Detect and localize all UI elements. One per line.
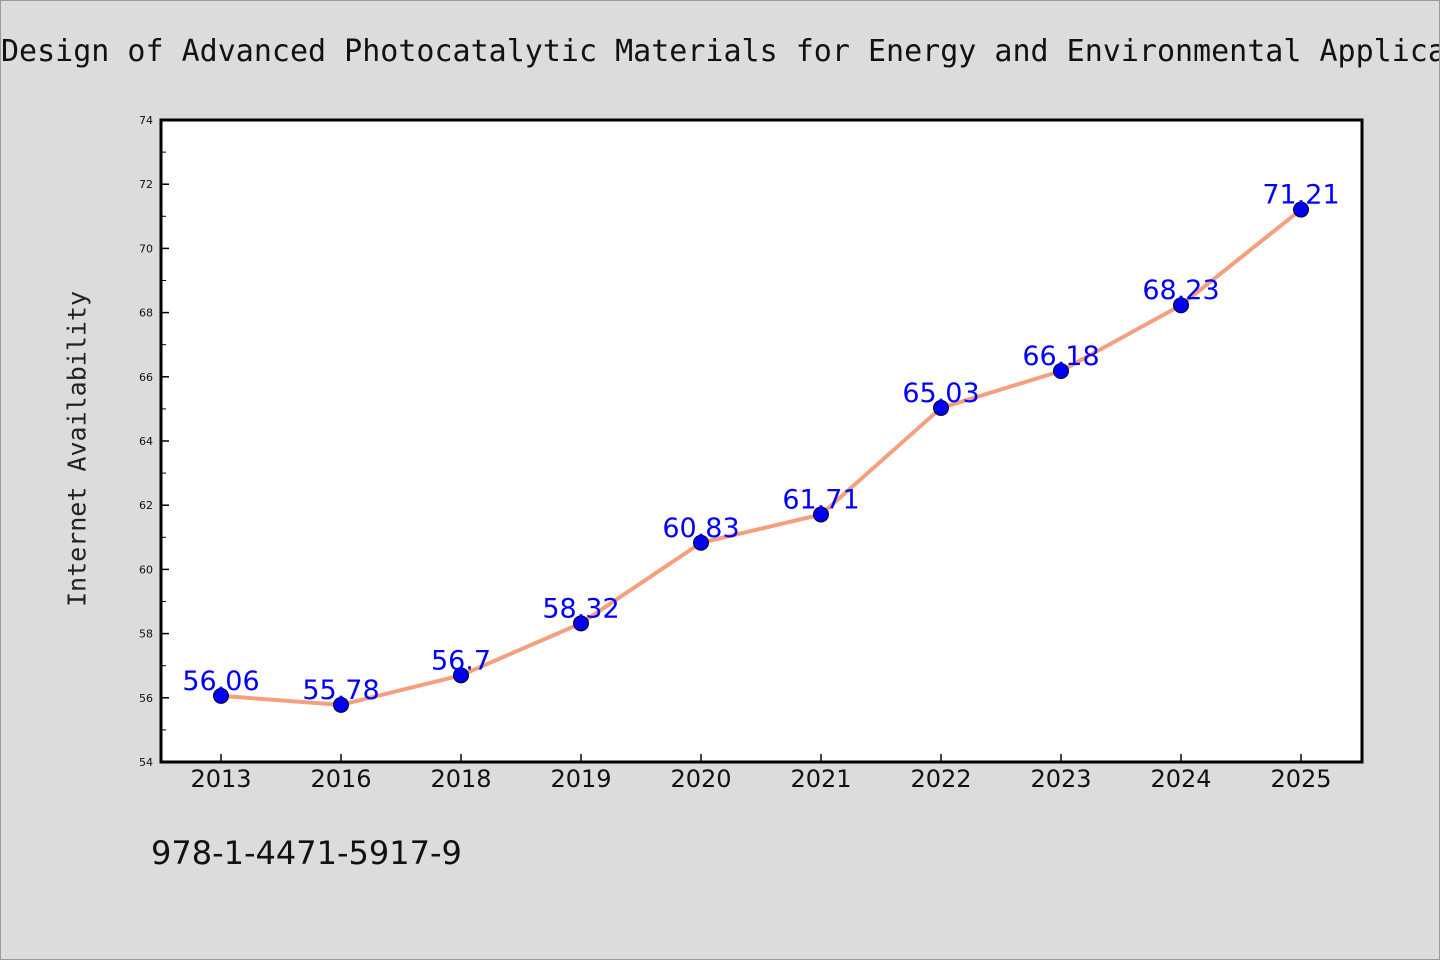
data-label: 60.83 (662, 513, 739, 544)
data-markers (213, 201, 1309, 713)
x-axis: 2013 2016 2018 2019 2020 2021 2022 2023 2024 2025 (190, 754, 1332, 793)
x-tick-label: 2020 (670, 765, 731, 793)
data-point (813, 506, 829, 523)
data-label: 56.06 (182, 666, 259, 697)
y-tick-label: 60 (139, 563, 153, 576)
data-point (213, 687, 229, 704)
x-tick-label: 2018 (430, 765, 491, 793)
data-point (453, 667, 469, 684)
data-label: 68.23 (1142, 275, 1219, 306)
x-tick-label: 2024 (1150, 765, 1211, 793)
x-tick-label: 2016 (310, 765, 371, 793)
x-tick-label: 2023 (1030, 765, 1091, 793)
series-line (219, 207, 1303, 707)
data-labels: 56.06 55.78 56.7 58.32 60.83 61.71 65.03 66.18 6… (182, 180, 1339, 706)
data-label: 71.21 (1262, 180, 1339, 211)
y-tick-label: 74 (139, 114, 153, 127)
data-label: 56.7 (431, 645, 491, 676)
x-tick-label: 2021 (790, 765, 851, 793)
plot-area (159, 118, 1364, 764)
data-point (1293, 201, 1309, 218)
data-point (333, 696, 349, 713)
y-tick-label: 68 (139, 307, 153, 320)
data-point (933, 399, 949, 416)
y-tick-label: 70 (139, 242, 153, 255)
y-tick-label: 64 (139, 435, 153, 448)
y-tick-label: 54 (139, 756, 153, 769)
data-point (1053, 363, 1069, 380)
data-point (1173, 297, 1189, 314)
x-tick-label: 2013 (190, 765, 251, 793)
x-tick-label: 2019 (550, 765, 611, 793)
data-label: 65.03 (902, 378, 979, 409)
chart-title: Design of Advanced Photocatalytic Materi… (1, 34, 1440, 69)
y-tick-label: 72 (139, 178, 153, 191)
y-tick-label: 62 (139, 499, 153, 512)
data-point (573, 615, 589, 632)
x-tick-label: 2025 (1270, 765, 1331, 793)
y-tick-label: 56 (139, 692, 153, 705)
data-label: 61.71 (782, 485, 859, 516)
isbn-footnote: 978-1-4471-5917-9 (151, 834, 462, 872)
x-tick-label: 2022 (910, 765, 971, 793)
data-label: 55.78 (302, 675, 379, 706)
y-tick-label: 58 (139, 628, 153, 641)
data-point (693, 534, 709, 551)
y-tick-label: 66 (139, 371, 153, 384)
data-label: 66.18 (1022, 341, 1099, 372)
data-label: 58.32 (542, 593, 619, 624)
y-axis: 54 56 58 60 62 64 66 68 70 72 74 (139, 114, 169, 769)
